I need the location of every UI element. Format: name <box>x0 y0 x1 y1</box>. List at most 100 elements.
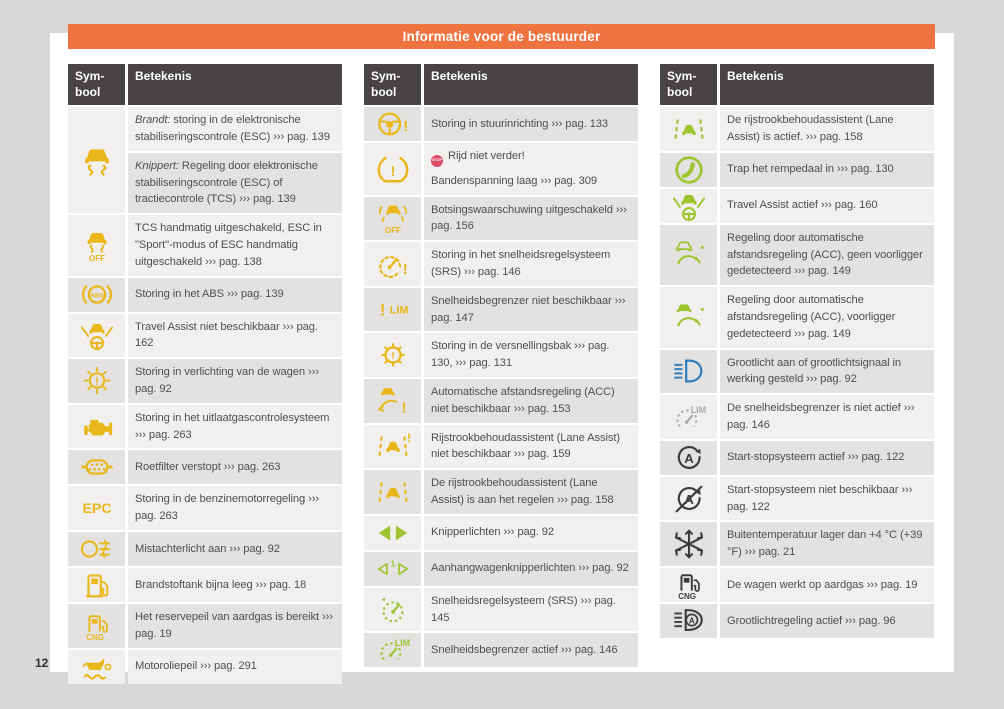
meaning-cell: Storing in de versnellingsbak ››› pag. 1… <box>424 333 638 378</box>
meaning-cell: Travel Assist niet beschikbaar ››› pag. … <box>128 313 342 358</box>
meaning-cells: Start-stopsysteem actief ››› pag. 122 <box>720 440 934 475</box>
meaning-cell: Roetfilter verstopt ››› pag. 263 <box>128 450 342 485</box>
meaning-text: Trap het rempedaal in ››› pag. 130 <box>727 163 894 176</box>
table-row: OFF TCS handmatig uitgeschakeld, ESC in "… <box>68 215 342 276</box>
meaning-cell: Rijstrookbehoudassistent (Lane Assist) n… <box>424 424 638 469</box>
meaning-text: Storing in het snelheidsregelsysteem (SR… <box>431 249 611 279</box>
meaning-cell: Motoroliepeil ››› pag. 291 <box>128 649 342 684</box>
table-row: CNG De wagen werkt op aardgas ››› pag. 19 <box>660 567 934 602</box>
table-row: ! Storing in de versnellingsbak ››› pag. … <box>364 333 638 378</box>
table-row: LIM De snelheidsbegrenzer is niet actief … <box>660 395 934 439</box>
column-header-betekenis: Betekenis <box>720 64 934 106</box>
meaning-cell: De rijstrookbehoudassistent (Lane Assist… <box>720 107 934 151</box>
meaning-cell: Snelheidsbegrenzer niet beschikbaar ››› … <box>424 287 638 332</box>
meaning-cells: Motoroliepeil ››› pag. 291 <box>128 649 342 684</box>
rear-fog-icon <box>68 531 125 566</box>
tire-pressure-icon: ! <box>364 143 421 195</box>
meaning-text: Storing in het ABS ››› pag. 139 <box>135 288 284 301</box>
acc-no-target-icon <box>660 224 717 286</box>
table-row: De rijstrookbehoudassistent (Lane Assist… <box>364 470 638 514</box>
meaning-text: Brandt: storing in de elektronische stab… <box>135 114 330 143</box>
table-row: A Start-stopsysteem niet beschikbaar ››› … <box>660 476 934 521</box>
column-header-symbool: Sym- bool <box>660 64 717 106</box>
start-stop-off-icon: A <box>660 476 717 521</box>
svg-text:LIM: LIM <box>389 304 408 316</box>
particulate-filter-icon <box>68 450 125 485</box>
meaning-cell: Start-stopsysteem niet beschikbaar ››› p… <box>720 476 934 521</box>
meaning-cells: TCS handmatig uitgeschakeld, ESC in "Spo… <box>128 215 342 276</box>
meaning-cells: Snelheidsregelsysteem (SRS) ››› pag. 145 <box>424 587 638 632</box>
lim-inactive-icon: LIM <box>660 395 717 439</box>
auto-highbeam-icon: A <box>660 603 717 638</box>
meaning-cells: Storing in het snelheidsregelsysteem (SR… <box>424 242 638 286</box>
meaning-cell: Snelheidsregelsysteem (SRS) ››› pag. 145 <box>424 587 638 632</box>
meaning-cell: Storing in het snelheidsregelsysteem (SR… <box>424 242 638 286</box>
symbols-table-middle: Sym- bool Betekenis ! Storing in stuurinr… <box>364 64 638 686</box>
meaning-cells: Het reservepeil van aardgas is bereikt ›… <box>128 603 342 648</box>
meaning-text: Snelheidsbegrenzer niet beschikbaar ››› … <box>431 294 626 324</box>
cng-pump-icon: CNG <box>68 603 125 648</box>
meaning-cell: Travel Assist actief ››› pag. 160 <box>720 188 934 223</box>
page-number: 12 <box>35 656 49 670</box>
meaning-cells: De wagen werkt op aardgas ››› pag. 19 <box>720 567 934 602</box>
start-stop-icon: A <box>660 440 717 475</box>
table-row: Brandt: storing in de elektronische stab… <box>68 107 342 214</box>
svg-text:!: ! <box>402 261 407 278</box>
svg-text:A: A <box>684 451 694 466</box>
svg-text:LIM: LIM <box>394 638 409 648</box>
meaning-cell: Storing in verlichting van de wagen ››› … <box>128 359 342 403</box>
table-body: Brandt: storing in de elektronische stab… <box>68 107 342 684</box>
table-row: Storing in het uitlaatgascontrolesysteem… <box>68 404 342 449</box>
column-header-symbool: Sym- bool <box>364 64 421 106</box>
section-title: Informatie voor de bestuurder <box>402 29 601 44</box>
meaning-cell: Buitentemperatuur lager dan +4 °C (+39 °… <box>720 522 934 566</box>
lim-warning-icon: ! LIM <box>364 287 421 332</box>
meaning-cell: De wagen werkt op aardgas ››› pag. 19 <box>720 567 934 602</box>
meaning-cell: Knipperlichten ››› pag. 92 <box>424 515 638 550</box>
meaning-text: Start-stopsysteem niet beschikbaar ››› p… <box>727 483 913 513</box>
meaning-cells: Storing in het ABS ››› pag. 139 <box>128 277 342 312</box>
steering-warning-icon: ! <box>364 107 421 142</box>
meaning-cells: Grootlichtregeling actief ››› pag. 96 <box>720 603 934 638</box>
table-row: CNG Het reservepeil van aardgas is bereik… <box>68 603 342 648</box>
meaning-text: Snelheidsregelsysteem (SRS) ››› pag. 145 <box>431 594 616 624</box>
meaning-cells: Knipperlichten ››› pag. 92 <box>424 515 638 550</box>
abs-icon: ABS <box>68 277 125 312</box>
meaning-text: De snelheidsbegrenzer is niet actief ›››… <box>727 402 915 431</box>
lane-assist-warning-icon: ! <box>364 424 421 469</box>
cruise-warning-icon: ! <box>364 242 421 286</box>
manual-page: Sym- bool Betekenis Brandt: storing in d… <box>50 33 954 684</box>
table-row: Regeling door automatische afstandsregel… <box>660 224 934 286</box>
table-row: Motoroliepeil ››› pag. 291 <box>68 649 342 684</box>
lane-assist-active-icon <box>660 107 717 151</box>
cruise-active-icon <box>364 587 421 632</box>
meaning-cell: Mistachterlicht aan ››› pag. 92 <box>128 531 342 566</box>
meaning-cell: Storing in stuurinrichting ››› pag. 133 <box>424 107 638 142</box>
high-beam-icon <box>660 349 717 394</box>
meaning-text: Knipperlichten ››› pag. 92 <box>431 526 555 539</box>
meaning-cell: Botsingswaarschuwing uitgeschakeld ››› p… <box>424 196 638 241</box>
tables-area: Sym- bool Betekenis Brandt: storing in d… <box>68 64 934 686</box>
meaning-text: Storing in de benzinemotorregeling ››› p… <box>135 493 320 523</box>
meaning-text: Grootlicht aan of grootlichtsignaal in w… <box>727 356 902 386</box>
meaning-cells: STOP Rijd niet verder! Bandenspanning laa… <box>424 143 638 195</box>
table-row: ! STOP Rijd niet verder! Bandenspanning la… <box>364 143 638 195</box>
table-row: Buitentemperatuur lager dan +4 °C (+39 °… <box>660 522 934 566</box>
meaning-cells: Snelheidsbegrenzer niet beschikbaar ››› … <box>424 287 638 332</box>
table-row: Brandstoftank bijna leeg ››› pag. 18 <box>68 567 342 602</box>
svg-text:CNG: CNG <box>86 633 104 642</box>
meaning-text: De wagen werkt op aardgas ››› pag. 19 <box>727 578 918 591</box>
meaning-cell: Storing in het ABS ››› pag. 139 <box>128 277 342 312</box>
lim-active-icon: LIM <box>364 633 421 668</box>
table-row: EPC Storing in de benzinemotorregeling ››… <box>68 486 342 530</box>
meaning-cells: Travel Assist niet beschikbaar ››› pag. … <box>128 313 342 358</box>
meaning-text: Buitentemperatuur lager dan +4 °C (+39 °… <box>727 529 923 559</box>
table-row: A Grootlichtregeling actief ››› pag. 96 <box>660 603 934 638</box>
table-row: Travel Assist niet beschikbaar ››› pag. … <box>68 313 342 358</box>
meaning-cell: De rijstrookbehoudassistent (Lane Assist… <box>424 470 638 514</box>
meaning-cells: Regeling door automatische afstandsregel… <box>720 287 934 348</box>
meaning-cells: Roetfilter verstopt ››› pag. 263 <box>128 450 342 485</box>
meaning-cell: TCS handmatig uitgeschakeld, ESC in "Spo… <box>128 215 342 276</box>
meaning-text: Automatische afstandsregeling (ACC) niet… <box>431 386 615 415</box>
table-row: LIM Snelheidsbegrenzer actief ››› pag. 14… <box>364 633 638 668</box>
